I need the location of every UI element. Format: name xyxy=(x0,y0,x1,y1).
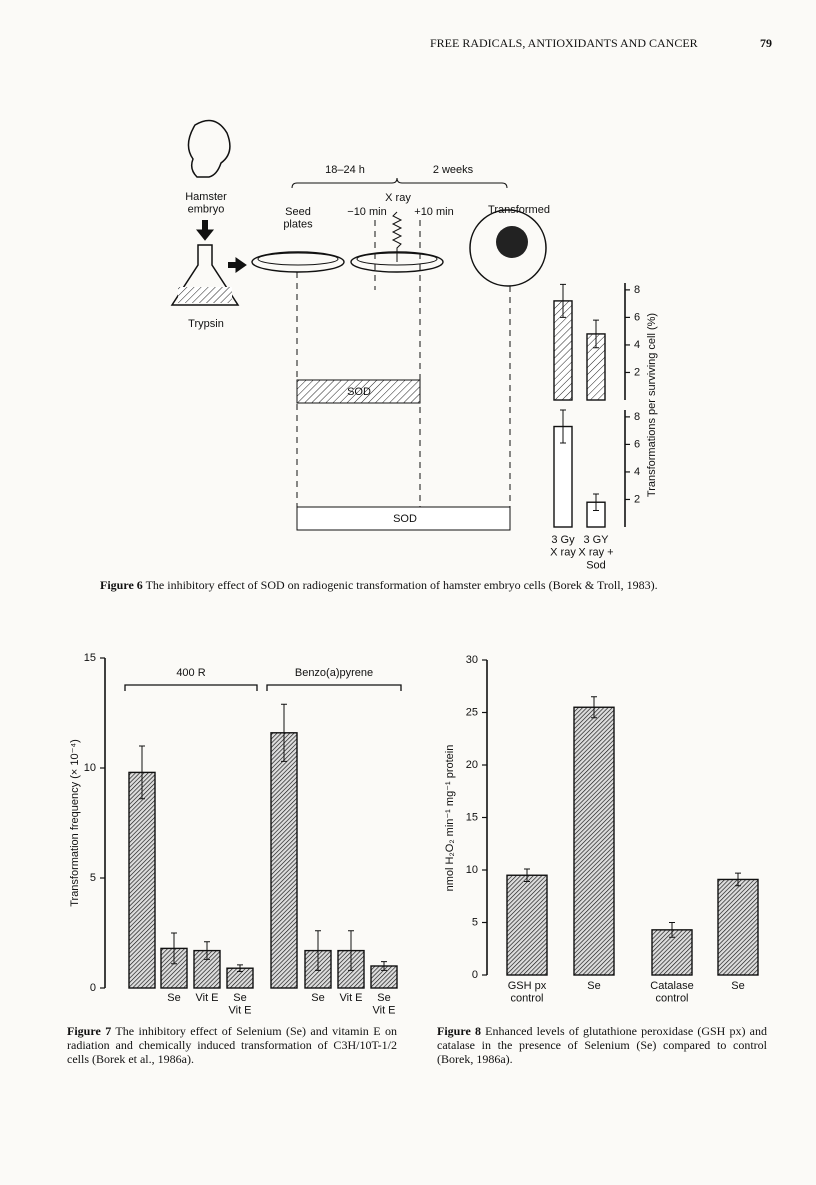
sod-box-long xyxy=(296,506,511,531)
error-bar xyxy=(593,493,599,511)
label: +10 min xyxy=(414,206,453,218)
group-label: 400 R xyxy=(176,667,205,679)
x-tick-label: Vit E xyxy=(339,992,362,1004)
x-tick-label: Se xyxy=(587,980,600,992)
error-bar xyxy=(669,922,675,938)
x-tick-label: Se xyxy=(311,992,324,1004)
flask-medium xyxy=(178,287,232,303)
label: SOD xyxy=(347,386,371,398)
y-tick-label: 4 xyxy=(634,339,640,351)
y-axis-label: nmol H₂O₂ min⁻¹ mg⁻¹ protein xyxy=(444,745,456,892)
fig6-diagram xyxy=(170,119,547,531)
caption-text: Enhanced levels of glutathione peroxidas… xyxy=(437,1024,768,1066)
bar xyxy=(270,732,298,989)
y-tick-label: 4 xyxy=(634,466,640,478)
y-axis-label: Transformation frequency (× 10⁻⁴) xyxy=(69,739,81,907)
dashed-guides xyxy=(296,220,511,507)
x-tick-label: Se Vit E xyxy=(372,992,395,1017)
x-tick-label: Se xyxy=(731,980,744,992)
error-bar xyxy=(560,283,566,318)
error-bar xyxy=(591,696,597,719)
y-tick-label: 0 xyxy=(90,982,96,994)
dish-rim xyxy=(257,252,339,266)
error-bar xyxy=(735,872,741,887)
error-bar xyxy=(524,868,530,883)
y-tick-label: 5 xyxy=(90,872,96,884)
caption: Figure 6 The inhibitory effect of SOD on… xyxy=(100,578,740,592)
sod-box-short xyxy=(296,379,421,404)
error-bar xyxy=(381,961,387,971)
x-tick-label: 3 GY X ray + Sod xyxy=(578,534,613,571)
caption-text: The inhibitory effect of Selenium (Se) a… xyxy=(67,1024,397,1066)
error-bar xyxy=(315,930,321,971)
label: Seed plates xyxy=(283,206,313,231)
y-axis-label: Transformations per surviving cell (%) xyxy=(646,313,658,497)
y-tick-label: 25 xyxy=(466,706,478,718)
bar xyxy=(717,878,759,976)
y-tick-label: 5 xyxy=(472,916,478,928)
colony xyxy=(496,226,528,258)
arrow-head xyxy=(195,229,215,241)
y-tick-label: 0 xyxy=(472,969,478,981)
x-tick-label: Catalase control xyxy=(650,980,693,1005)
y-tick-label: 8 xyxy=(634,284,640,296)
arrow-head xyxy=(235,257,247,273)
bar xyxy=(573,706,615,976)
caption: Figure 7 The inhibitory effect of Seleni… xyxy=(67,1024,397,1066)
error-bar xyxy=(281,703,287,762)
label: Transformed xyxy=(488,204,550,216)
y-tick-label: 30 xyxy=(466,654,478,666)
label: X ray xyxy=(385,192,411,204)
running-title: FREE RADICALS, ANTIOXIDANTS AND CANCER xyxy=(430,36,698,50)
dish xyxy=(251,251,345,273)
group-label: Benzo(a)pyrene xyxy=(295,667,373,679)
group-bracket xyxy=(124,684,258,691)
error-bar xyxy=(139,745,145,800)
x-tick-label: 3 Gy X ray xyxy=(550,534,576,559)
y-tick-label: 20 xyxy=(466,759,478,771)
label: 2 weeks xyxy=(433,164,474,176)
y-tick-label: 15 xyxy=(84,652,96,664)
y-tick-label: 15 xyxy=(466,811,478,823)
x-tick-label: Vit E xyxy=(195,992,218,1004)
y-tick-label: 8 xyxy=(634,411,640,423)
caption-label: Figure 8 xyxy=(437,1024,481,1038)
label: Trypsin xyxy=(188,318,224,330)
bar xyxy=(128,771,156,989)
x-tick-label: GSH px control xyxy=(508,980,547,1005)
bar xyxy=(506,874,548,976)
y-tick-label: 10 xyxy=(466,864,478,876)
xray-zigzag xyxy=(391,211,403,262)
y-tick-label: 6 xyxy=(634,311,640,323)
caption-label: Figure 7 xyxy=(67,1024,112,1038)
group-bracket xyxy=(266,684,402,691)
flask xyxy=(170,244,240,306)
error-bar xyxy=(204,941,210,960)
x-tick-label: Se Vit E xyxy=(228,992,251,1017)
time-bracket xyxy=(291,177,508,189)
caption-text: The inhibitory effect of SOD on radiogen… xyxy=(145,578,658,592)
embryo-icon xyxy=(187,119,231,178)
transformed-dish xyxy=(469,209,547,287)
error-bar xyxy=(348,930,354,971)
error-bar xyxy=(237,964,243,972)
y-tick-label: 2 xyxy=(634,366,640,378)
error-bar xyxy=(171,932,177,965)
label: 18–24 h xyxy=(325,164,365,176)
error-bar xyxy=(560,409,566,444)
error-bar xyxy=(593,319,599,349)
label: Hamster embryo xyxy=(185,191,227,216)
caption-label: Figure 6 xyxy=(100,578,143,592)
caption: Figure 8 Enhanced levels of glutathione … xyxy=(437,1024,767,1066)
y-tick-label: 10 xyxy=(84,762,96,774)
label: SOD xyxy=(393,513,417,525)
y-tick-label: 2 xyxy=(634,493,640,505)
y-tick-label: 6 xyxy=(634,438,640,450)
page-number: 79 xyxy=(760,36,772,50)
label: −10 min xyxy=(347,206,386,218)
x-tick-label: Se xyxy=(167,992,180,1004)
